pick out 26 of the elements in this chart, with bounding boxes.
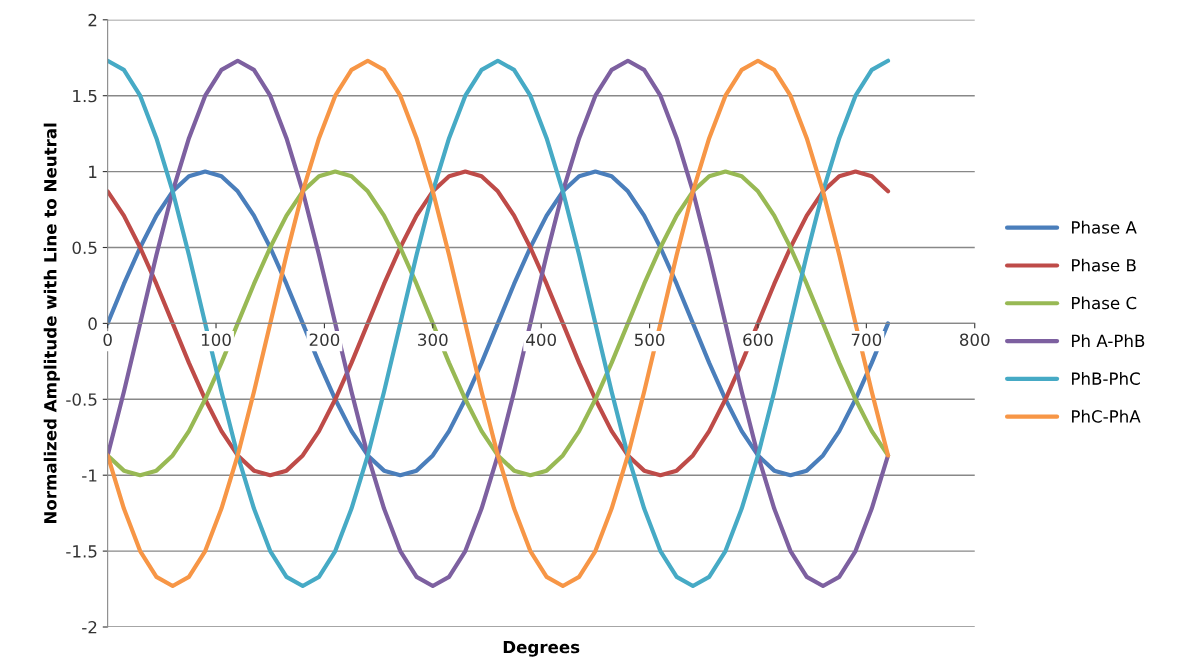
x-tick-label: 200 [309,333,340,347]
x-tick-label: 400 [526,333,556,347]
x-tick-label: 700 [851,333,882,347]
legend-label: Phase C [1072,296,1137,310]
legend-label: Phase A [1072,220,1137,234]
y-tick-label: 0 [88,317,97,330]
y-tick-label: -1 [82,469,97,482]
y-tick-label: 1 [89,165,97,178]
x-axis-title: Degrees [503,640,580,657]
x-tick-label: 500 [634,333,665,347]
legend-label: Ph A-PhB [1072,334,1145,347]
y-tick-label: -2 [82,620,97,634]
x-tick-label: 100 [201,333,231,347]
y-axis-title: Normalized Amplitude with Line to Neutral [43,123,60,524]
legend-label: PhB-PhC [1072,372,1140,385]
y-tick-label: 0.5 [72,241,97,255]
y-tick-label: -0.5 [66,393,97,406]
y-tick-label: 2 [88,13,97,27]
legend-label: Phase B [1072,258,1136,272]
x-tick-label: 600 [743,333,773,347]
y-tick-label: -1.5 [66,545,97,558]
y-tick-label: 1.5 [73,89,97,103]
x-tick-label: 800 [959,333,990,347]
x-tick-label: 0 [103,333,112,347]
x-tick-label: 300 [418,333,448,347]
legend-label: PhC-PhA [1072,409,1141,423]
